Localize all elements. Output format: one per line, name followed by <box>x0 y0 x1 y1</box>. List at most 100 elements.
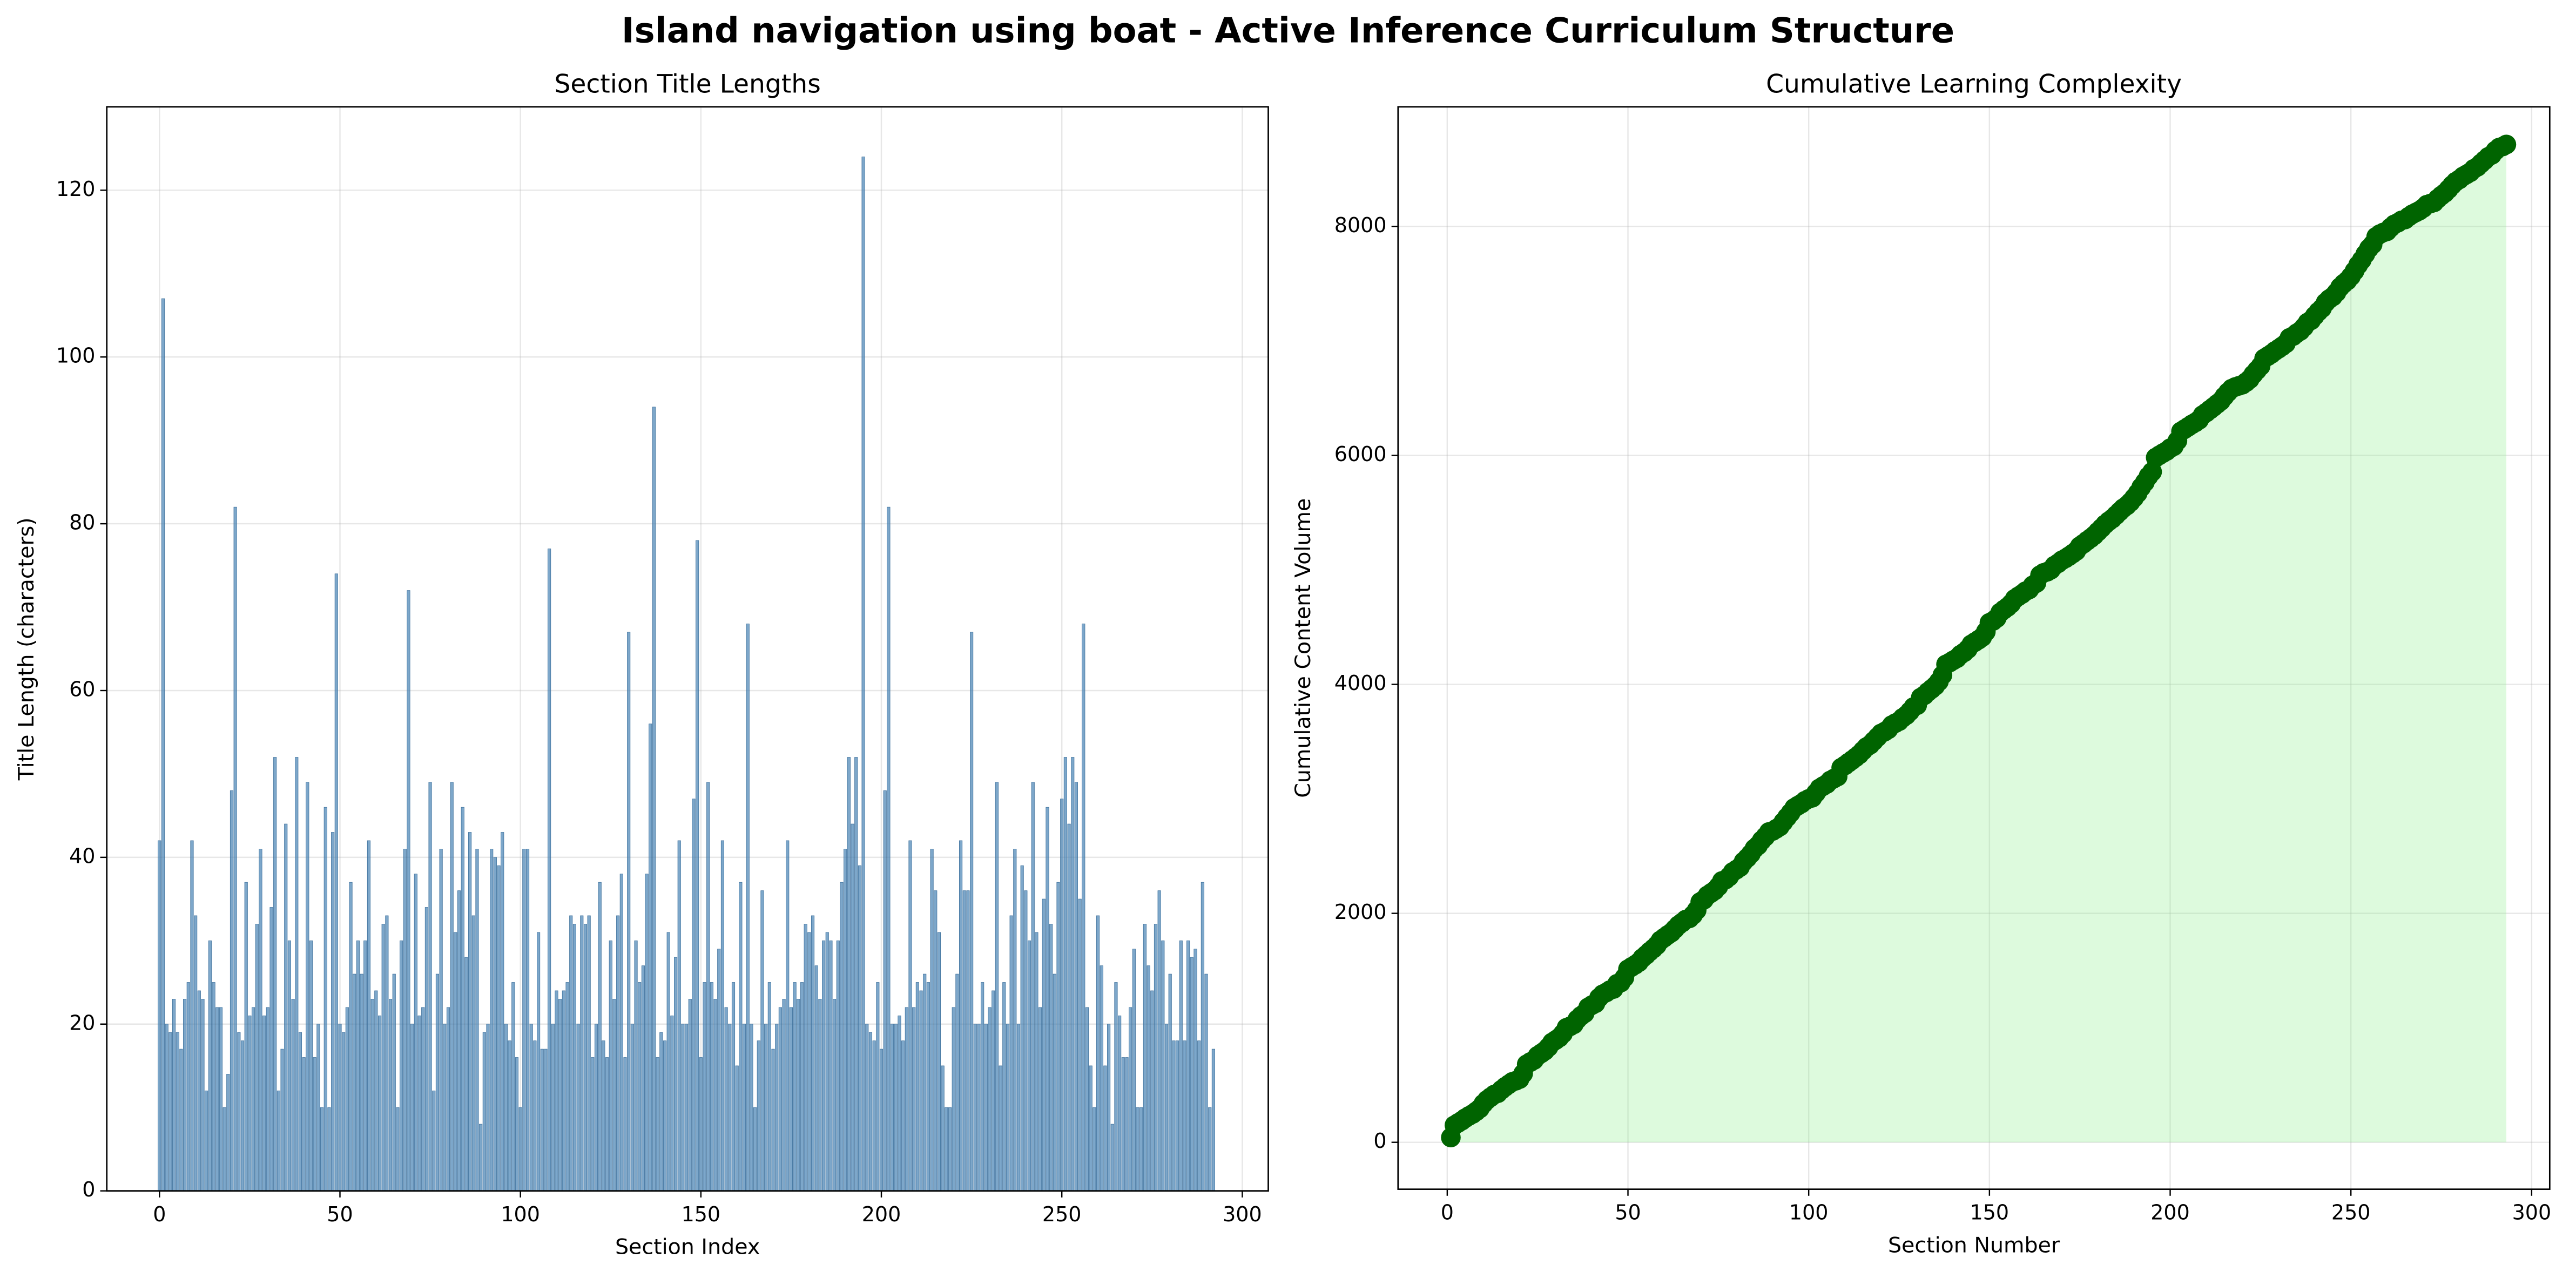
bar <box>1082 624 1085 1192</box>
bar <box>847 757 851 1192</box>
bar <box>681 1024 685 1192</box>
bar <box>501 832 504 1192</box>
bar <box>497 865 501 1192</box>
bar <box>735 1065 739 1192</box>
bar <box>230 790 234 1192</box>
point <box>2496 134 2517 154</box>
x-tick-label: 0 <box>153 1202 166 1226</box>
bar <box>753 1107 757 1192</box>
bar <box>670 1015 674 1192</box>
bar <box>616 915 620 1192</box>
bar <box>1179 940 1183 1192</box>
y-tick-label: 8000 <box>1334 213 1387 237</box>
bar <box>562 990 565 1192</box>
y-tick-label: 40 <box>69 844 95 868</box>
bar <box>641 965 645 1192</box>
bar <box>194 915 198 1192</box>
bar <box>666 932 670 1192</box>
bar <box>1100 965 1103 1192</box>
bar <box>685 1024 689 1192</box>
bar <box>742 1024 746 1192</box>
y-axis-label: Title Length (characters) <box>14 517 39 781</box>
bar <box>504 1024 508 1192</box>
bar <box>988 1007 992 1192</box>
bar <box>887 506 891 1192</box>
bar <box>295 757 299 1192</box>
bar <box>1172 1040 1176 1192</box>
bar <box>1139 1107 1143 1192</box>
bar <box>396 1107 400 1192</box>
bar <box>400 940 403 1192</box>
bar <box>280 1049 284 1192</box>
bar <box>699 1057 703 1192</box>
bar <box>205 1090 208 1192</box>
bar <box>587 915 591 1192</box>
bar <box>649 723 652 1192</box>
bar <box>627 632 631 1192</box>
bar <box>353 973 356 1192</box>
bar <box>558 999 562 1192</box>
bar <box>804 924 807 1192</box>
bar <box>414 874 417 1192</box>
bar <box>1150 990 1154 1192</box>
bar <box>515 1057 519 1192</box>
bar <box>377 1015 382 1192</box>
bar <box>450 782 454 1192</box>
bar <box>858 865 861 1192</box>
bar <box>778 1007 782 1192</box>
x-tick-label: 300 <box>2512 1201 2552 1225</box>
bar <box>551 1024 555 1192</box>
bar <box>259 849 262 1192</box>
bar <box>533 1040 537 1192</box>
bar <box>623 1057 627 1192</box>
bar <box>186 982 190 1192</box>
bar <box>1009 915 1013 1192</box>
bar <box>1183 1040 1186 1192</box>
bar <box>212 982 215 1192</box>
bar <box>1096 915 1100 1192</box>
bar <box>934 890 938 1192</box>
bar <box>1110 1124 1114 1192</box>
bar <box>471 915 475 1192</box>
bar <box>775 1024 779 1192</box>
bar <box>576 1024 580 1192</box>
bar <box>165 1024 168 1192</box>
bar <box>360 973 363 1192</box>
bar <box>818 999 822 1192</box>
bar <box>356 940 360 1192</box>
bar <box>1190 957 1193 1192</box>
bar <box>345 1007 349 1192</box>
bar <box>1060 799 1064 1192</box>
bar <box>800 982 804 1192</box>
bar <box>273 757 277 1192</box>
bar <box>215 1007 219 1192</box>
bar <box>323 807 327 1192</box>
bar <box>428 782 432 1192</box>
bar <box>565 982 569 1192</box>
bar <box>656 1057 659 1192</box>
bar <box>844 849 847 1192</box>
y-tick-label: 4000 <box>1334 671 1387 695</box>
bar <box>1201 882 1204 1192</box>
bar <box>1039 1007 1042 1192</box>
bar <box>338 1024 342 1192</box>
bar <box>793 982 797 1192</box>
bar <box>468 832 472 1192</box>
bar <box>287 940 291 1192</box>
bar <box>757 1040 760 1192</box>
bar <box>677 840 681 1192</box>
bar <box>659 1032 663 1192</box>
bar <box>1049 924 1053 1192</box>
bar <box>432 1090 436 1192</box>
plot-frame <box>1397 106 2551 1190</box>
bar <box>836 940 840 1192</box>
x-tick-label: 200 <box>2150 1201 2190 1225</box>
bar <box>161 298 165 1192</box>
bar <box>417 1015 421 1192</box>
bar <box>605 1057 609 1192</box>
bar <box>183 999 187 1192</box>
bar <box>1046 807 1049 1192</box>
bar <box>598 882 602 1192</box>
subplot-title: Section Title Lengths <box>554 69 820 99</box>
